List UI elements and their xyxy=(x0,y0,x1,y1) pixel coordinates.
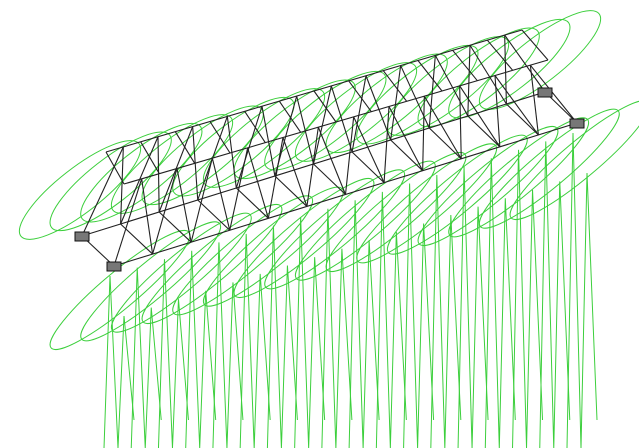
background xyxy=(0,0,639,448)
truss-mode-view xyxy=(0,0,639,448)
support xyxy=(107,262,121,271)
page: (() => { const data = JSON.parse(documen… xyxy=(0,0,639,448)
support xyxy=(75,232,89,241)
support xyxy=(538,88,552,97)
support xyxy=(570,119,584,128)
